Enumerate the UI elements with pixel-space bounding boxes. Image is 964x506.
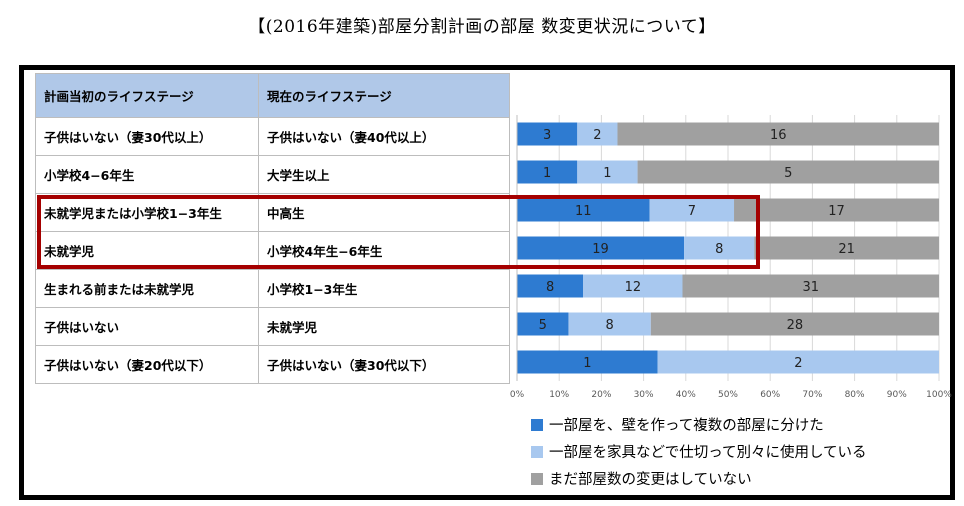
bar-segment [684,236,755,260]
current-stage-cell: 小学校4年生−6年生 [258,231,510,270]
data-label: 17 [828,204,845,219]
bar-segment [517,350,658,374]
x-tick-label: 60% [760,390,780,400]
data-label: 7 [688,204,696,219]
data-label: 31 [802,280,819,295]
bar-segment [517,122,578,146]
initial-stage-cell: 小学校4−6年生 [35,155,259,194]
table-row: 子供はいない（妻20代以下） 子供はいない（妻30代以下） [35,345,510,384]
legend-item: 一部屋を、壁を作って複数の部屋に分けた [531,411,867,438]
data-label: 8 [546,280,554,295]
highlight-box [37,195,760,269]
column-header-initial-stage: 計画当初のライフステージ [35,73,259,118]
current-stage-cell: 中高生 [258,193,510,232]
bar-segment [517,160,578,184]
x-tick-label: 0% [510,390,525,400]
bar-segment [754,236,939,260]
table-header-row: 計画当初のライフステージ 現在のライフステージ [35,73,510,118]
legend-swatch-wall-divided [531,418,543,431]
life-stage-table: 計画当初のライフステージ 現在のライフステージ 子供はいない（妻30代以上） 子… [35,73,510,384]
bar-segment [734,198,939,222]
stacked-bar-chart: 0% 10% 20% 30% 40% 50% 60% 70% 80% 90% 100%3 2 161 1 5… [510,115,952,400]
bar-segment [637,160,939,184]
bar-segment [583,274,683,298]
initial-stage-cell: 子供はいない [35,307,259,346]
data-label: 21 [838,242,855,257]
data-label: 12 [625,280,642,295]
bar-segment [650,312,939,336]
table-row: 未就学児または小学校1−3年生 中高生 [35,193,510,232]
data-label: 28 [787,318,804,333]
legend-swatch-furniture-divided [531,445,543,458]
data-label: 16 [770,128,787,143]
data-label: 8 [605,318,613,333]
bar-segment [568,312,651,336]
current-stage-cell: 子供はいない（妻30代以下） [258,345,510,384]
bar-segment [617,122,939,146]
chart-legend: 一部屋を、壁を作って複数の部屋に分けた 一部屋を家具などで仕切って別々に使用して… [531,411,867,492]
x-tick-label: 40% [676,390,696,400]
x-tick-label: 90% [887,390,907,400]
table-row: 子供はいない（妻30代以上） 子供はいない（妻40代以上） [35,117,510,156]
chart-frame [19,65,955,500]
table-row: 子供はいない 未就学児 [35,307,510,346]
column-header-current-stage: 現在のライフステージ [258,73,510,118]
legend-swatch-not-changed [531,472,543,485]
current-stage-cell: 未就学児 [258,307,510,346]
data-label: 1 [583,356,591,371]
bar-segment [649,198,735,222]
table-row: 生まれる前または未就学児 小学校1−3年生 [35,269,510,308]
x-tick-label: 70% [802,390,822,400]
x-tick-label: 20% [591,390,611,400]
data-label: 2 [593,128,601,143]
x-tick-label: 80% [845,390,865,400]
legend-item: まだ部屋数の変更はしていない [531,465,867,492]
current-stage-cell: 小学校1−3年生 [258,269,510,308]
current-stage-cell: 子供はいない（妻40代以上） [258,117,510,156]
legend-label: 一部屋を家具などで仕切って別々に使用している [549,445,867,461]
x-tick-label: 100% [926,390,952,400]
bar-segment [517,312,569,336]
page-title: 【(2016年建築)部屋分割計画の部屋 数変更状況について】 [248,17,716,37]
data-label: 1 [543,166,551,181]
initial-stage-cell: 生まれる前または未就学児 [35,269,259,308]
bar-segment [577,122,618,146]
legend-label: 一部屋を、壁を作って複数の部屋に分けた [549,418,824,434]
bar-segment [517,236,685,260]
initial-stage-cell: 子供はいない（妻30代以上） [35,117,259,156]
bar-segment [577,160,638,184]
data-label: 8 [715,242,723,257]
data-label: 3 [543,128,551,143]
data-label: 5 [539,318,547,333]
legend-label: まだ部屋数の変更はしていない [549,472,752,488]
initial-stage-cell: 子供はいない（妻20代以下） [35,345,259,384]
bar-segment [682,274,939,298]
table-row: 未就学児 小学校4年生−6年生 [35,231,510,270]
bar-segment [517,198,650,222]
current-stage-cell: 大学生以上 [258,155,510,194]
data-label: 2 [794,356,802,371]
data-label: 19 [592,242,609,257]
data-label: 11 [575,204,592,219]
data-label: 5 [784,166,792,181]
x-tick-label: 50% [718,390,738,400]
legend-item: 一部屋を家具などで仕切って別々に使用している [531,438,867,465]
bar-segment [517,274,584,298]
data-label: 1 [603,166,611,181]
table-row: 小学校4−6年生 大学生以上 [35,155,510,194]
initial-stage-cell: 未就学児または小学校1−3年生 [35,193,259,232]
x-tick-label: 10% [549,390,569,400]
bar-segment [657,350,939,374]
x-tick-label: 30% [634,390,654,400]
